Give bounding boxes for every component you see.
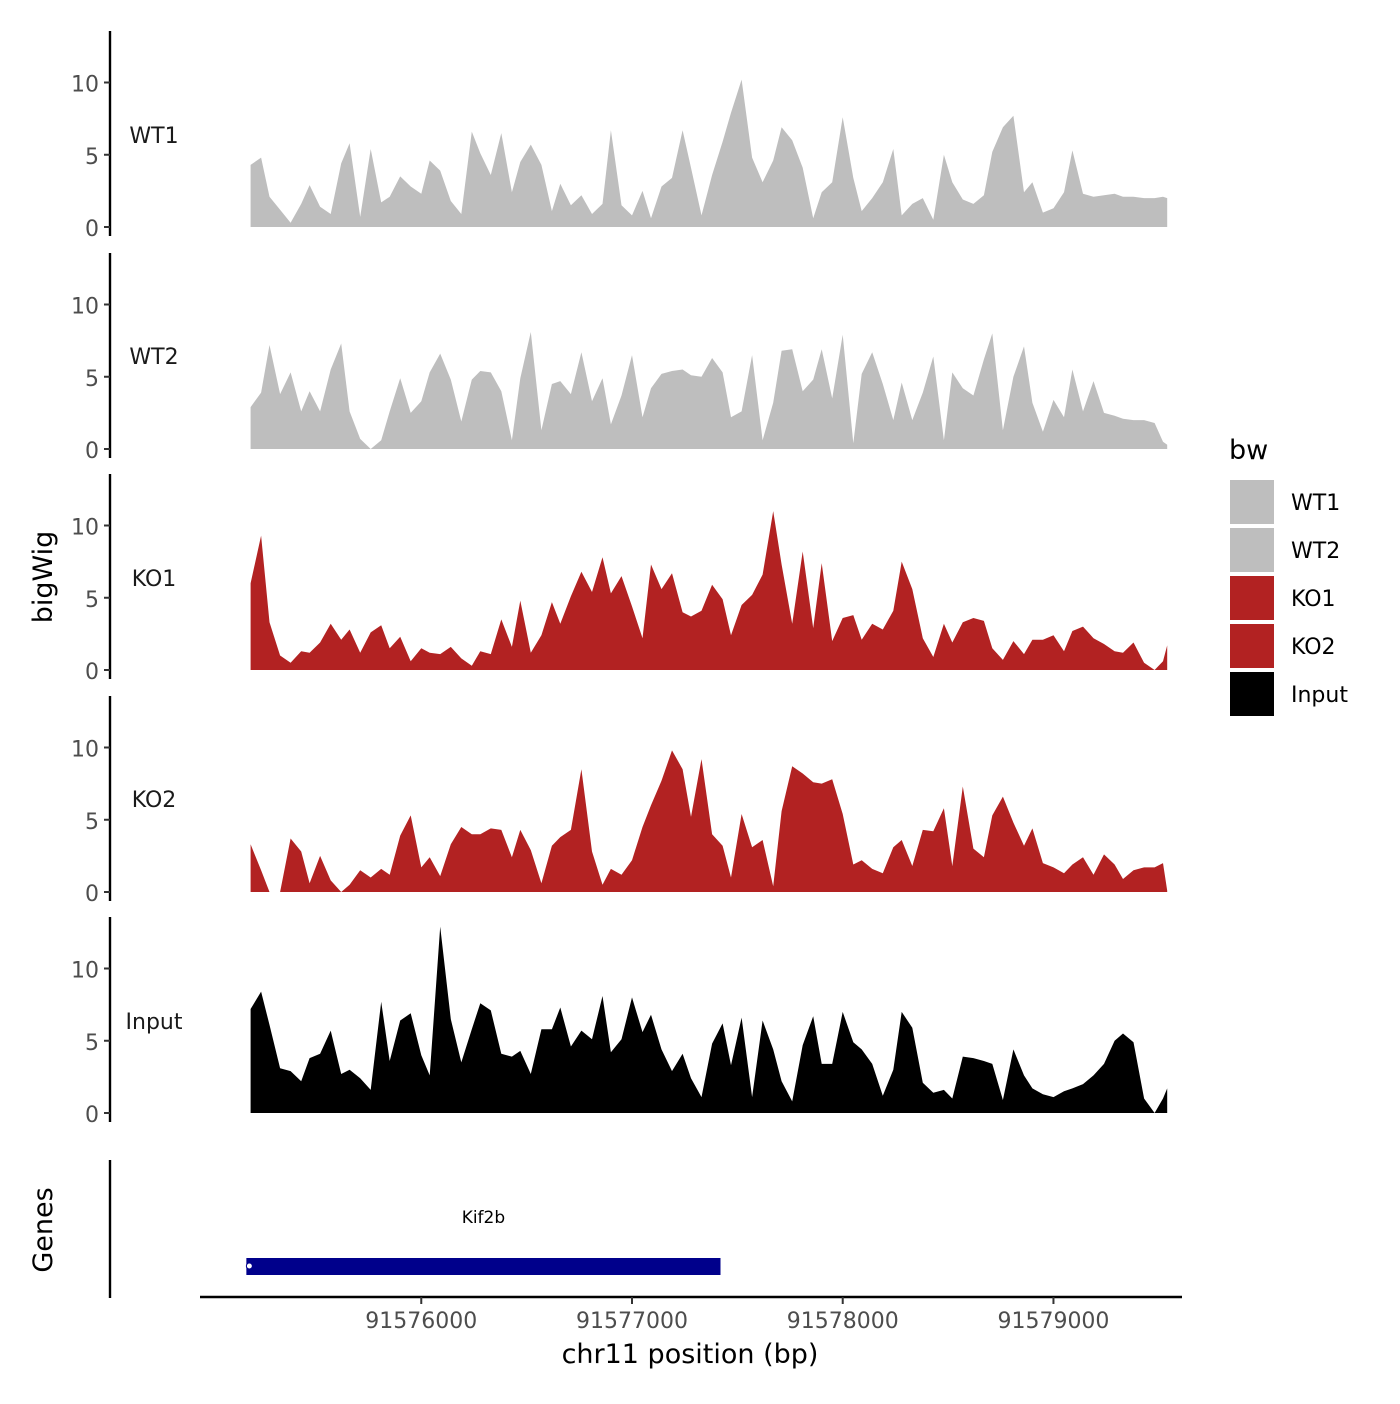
y-tick-label: 0 [85, 217, 99, 242]
legend-label: Input [1291, 683, 1348, 708]
track-label: WT2 [129, 345, 178, 370]
area-series-ko1 [250, 511, 1168, 670]
x-tick-label: 91579000 [997, 1309, 1109, 1334]
track-wt2: 0 5 10 WT2 [71, 253, 1168, 464]
x-tick-label: 91576000 [365, 1309, 477, 1334]
track-wt1: 0 5 10 WT1 [71, 31, 1168, 242]
track-label: KO1 [132, 567, 177, 592]
y-tick-label: 10 [71, 959, 99, 984]
gene-label: Kif2b [462, 1208, 505, 1228]
legend: bw WT1 WT2 KO1 KO2 Input [1229, 435, 1348, 716]
legend-key-ko1 [1230, 576, 1274, 620]
x-axis: 91576000 91577000 91578000 91579000 [200, 1295, 1182, 1334]
y-tick-label: 0 [85, 439, 99, 464]
legend-key-input [1230, 672, 1274, 716]
y-tick-label: 10 [71, 73, 99, 98]
y-tick-label: 0 [85, 882, 99, 907]
legend-key-wt2 [1230, 528, 1274, 572]
track-label: WT1 [129, 124, 178, 149]
y-tick-label: 10 [71, 295, 99, 320]
x-axis-title: chr11 position (bp) [562, 1339, 819, 1370]
y-tick-label: 10 [71, 738, 99, 763]
area-series-wt2 [250, 332, 1168, 449]
x-tick-label: 91577000 [576, 1309, 688, 1334]
legend-label: WT2 [1291, 539, 1340, 564]
legend-label: KO2 [1291, 635, 1336, 660]
legend-key-wt1 [1230, 480, 1274, 524]
track-ko2: 0 5 10 KO2 [71, 696, 1168, 907]
y-tick-label: 0 [85, 1103, 99, 1128]
gene-start-marker [245, 1262, 253, 1270]
area-series-input [250, 926, 1168, 1113]
legend-key-ko2 [1230, 624, 1274, 668]
y-axis-title: bigWig [28, 531, 59, 624]
track-input: 0 5 10 Input [71, 917, 1168, 1128]
y-tick-label: 10 [71, 516, 99, 541]
legend-label: WT1 [1291, 491, 1340, 516]
track-ko1: 0 5 10 KO1 [71, 474, 1168, 685]
genes-panel: Kif2b [108, 1160, 721, 1298]
y-tick-label: 0 [85, 660, 99, 685]
genes-axis-title: Genes [28, 1187, 59, 1272]
gene-body-kif2b [246, 1258, 721, 1275]
legend-label: KO1 [1291, 587, 1336, 612]
y-tick-label: 5 [85, 588, 99, 613]
y-tick-label: 5 [85, 367, 99, 392]
bigwig-tracks: 0 5 10 WT1 0 5 10 WT2 0 5 10 KO1 0 5 10 KO2 0 5 10 Input [71, 31, 1168, 1128]
area-series-ko2 [250, 750, 1168, 892]
legend-title: bw [1229, 435, 1268, 466]
track-label: KO2 [132, 788, 177, 813]
x-tick-label: 91578000 [787, 1309, 899, 1334]
area-series-wt1 [250, 79, 1168, 227]
y-tick-label: 5 [85, 1031, 99, 1056]
track-label: Input [126, 1010, 183, 1035]
y-tick-label: 5 [85, 145, 99, 170]
y-tick-label: 5 [85, 810, 99, 835]
